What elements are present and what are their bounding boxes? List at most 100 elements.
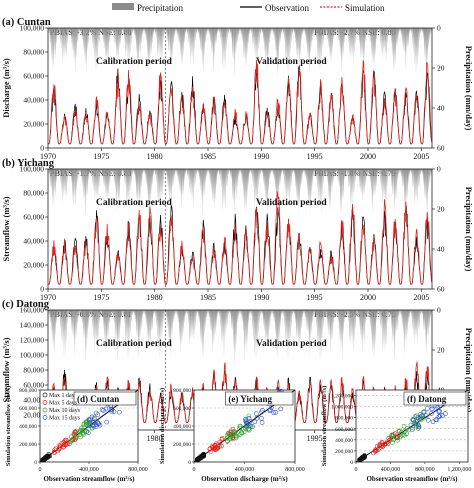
y2-tick-label: 0 — [437, 165, 441, 174]
scatter-legend-label: Max 5 days — [49, 401, 78, 407]
x-axis-label: Observation streamflow (m³/s) — [366, 475, 458, 483]
scatter-point — [229, 428, 234, 434]
x-tick-label: 1985 — [200, 152, 216, 161]
y-tick-label: 100,000 — [20, 24, 45, 33]
x-tick-label: 1990 — [253, 293, 269, 302]
x-tick-label: 0 — [39, 467, 42, 473]
scatter-legend-label: Max 1 day — [49, 393, 75, 399]
precipitation-area — [48, 169, 433, 218]
scatter-point — [411, 417, 416, 423]
scatter-point — [79, 427, 85, 433]
x-tick-label: 800,000 — [128, 467, 148, 473]
x-tick-label: 1990 — [253, 152, 269, 161]
scatter-title-box — [225, 391, 294, 406]
x-tick-label: 400,000 — [79, 467, 99, 473]
simulation-line — [48, 59, 432, 145]
scatter-point — [67, 441, 72, 447]
scatter-point — [395, 437, 400, 443]
y-axis-label: Streamflow (m³/s) — [1, 337, 11, 402]
panel-title: (a) Cuntan — [2, 17, 51, 28]
scatter-point — [373, 447, 378, 453]
scatter-point — [84, 428, 90, 434]
y-tick-label: 600,000 — [335, 427, 353, 433]
scatter-point — [117, 409, 122, 415]
y2-tick-label: 40 — [437, 104, 445, 113]
scatter-point — [410, 425, 415, 430]
scatter-legend-label: Max 15 days — [49, 416, 81, 422]
scatter-point — [433, 406, 439, 412]
x-tick-label: 2005 — [413, 152, 429, 161]
y-tick-label: 600,000 — [19, 406, 37, 412]
x-tick-label: 0 — [193, 467, 196, 473]
scatter-point — [244, 423, 250, 428]
scatter-point — [404, 426, 410, 431]
y2-tick-label: 20 — [437, 346, 445, 355]
y2-tick-label: 0 — [437, 306, 441, 315]
x-tick-label: 1995 — [307, 152, 323, 161]
scatter-point — [434, 417, 440, 423]
scatter-point — [390, 433, 396, 439]
scatter-point — [225, 438, 230, 444]
metrics-validation: PBIAS: -2.7% NSE: 0.85 — [314, 28, 396, 37]
y-tick-label: 800,000 — [19, 388, 37, 394]
y-tick-label: 600,000 — [173, 406, 191, 412]
y2-tick-label: 20 — [437, 205, 445, 214]
scatter-point — [243, 423, 249, 429]
y-tick-label: 40,000 — [23, 237, 44, 246]
scatter-title: (f) Datong — [407, 394, 447, 404]
scatter-point — [259, 420, 265, 425]
scatter-point — [244, 420, 249, 426]
scatter-point — [373, 448, 378, 454]
scatter-point — [84, 422, 89, 427]
scatter-point — [81, 422, 87, 427]
scatter-point — [396, 429, 402, 434]
y-tick-label: 800,000 — [335, 416, 353, 422]
y-tick-label: 0 — [188, 460, 191, 466]
y-tick-label: 20,000 — [23, 120, 44, 129]
scatter-point — [201, 452, 206, 457]
precipitation-area — [48, 310, 433, 364]
y-axis-label: Discharge (m³/s) — [1, 58, 11, 118]
scatter-point — [381, 441, 387, 447]
scatter-point — [253, 411, 259, 417]
scatter-point — [250, 424, 255, 429]
y-tick-label: 400,000 — [173, 424, 191, 430]
y-tick-label: 1,200,000 — [331, 394, 353, 400]
y-tick-label: 200,000 — [19, 442, 37, 448]
y2-tick-label: 20 — [437, 64, 445, 73]
scatter-point — [392, 434, 398, 440]
metrics-validation: PBIAS: -2.5% NSE: 0.75 — [314, 310, 396, 319]
simulation-line — [48, 191, 432, 285]
y-axis-label: Streamflow (m³/s) — [1, 196, 11, 261]
validation-label: Validation period — [256, 198, 327, 208]
scatter-point — [243, 418, 248, 424]
scatter-point — [436, 414, 442, 419]
scatter-point — [269, 405, 274, 411]
y-axis-label: Simulation discharge (m³/s) — [159, 388, 166, 464]
scatter-point — [252, 419, 258, 425]
x-tick-label: 1975 — [93, 152, 109, 161]
scatter-point — [416, 424, 422, 430]
scatter-point — [52, 450, 57, 455]
scatter-point — [358, 456, 364, 462]
scatter-point — [104, 419, 109, 425]
scatter-point — [397, 434, 403, 440]
scatter-panel: 0 400,000 800,000 0 200,000 400,000 600,000 800… — [5, 386, 148, 483]
scatter-point — [417, 414, 423, 420]
scatter-point — [228, 434, 233, 440]
y-tick-label: 80,000 — [23, 189, 44, 198]
scatter-point — [271, 410, 277, 416]
y2-tick-label: 40 — [437, 245, 445, 254]
scatter-point — [398, 429, 404, 435]
scatter-point — [241, 426, 247, 432]
scatter-point — [419, 413, 425, 419]
scatter-point — [246, 413, 252, 419]
scatter-point — [201, 453, 206, 459]
scatter-point — [254, 415, 260, 421]
x-tick-label: 1980 — [147, 152, 163, 161]
scatter-point — [93, 422, 99, 427]
scatter-point — [74, 433, 79, 439]
legend-marker — [42, 407, 48, 413]
